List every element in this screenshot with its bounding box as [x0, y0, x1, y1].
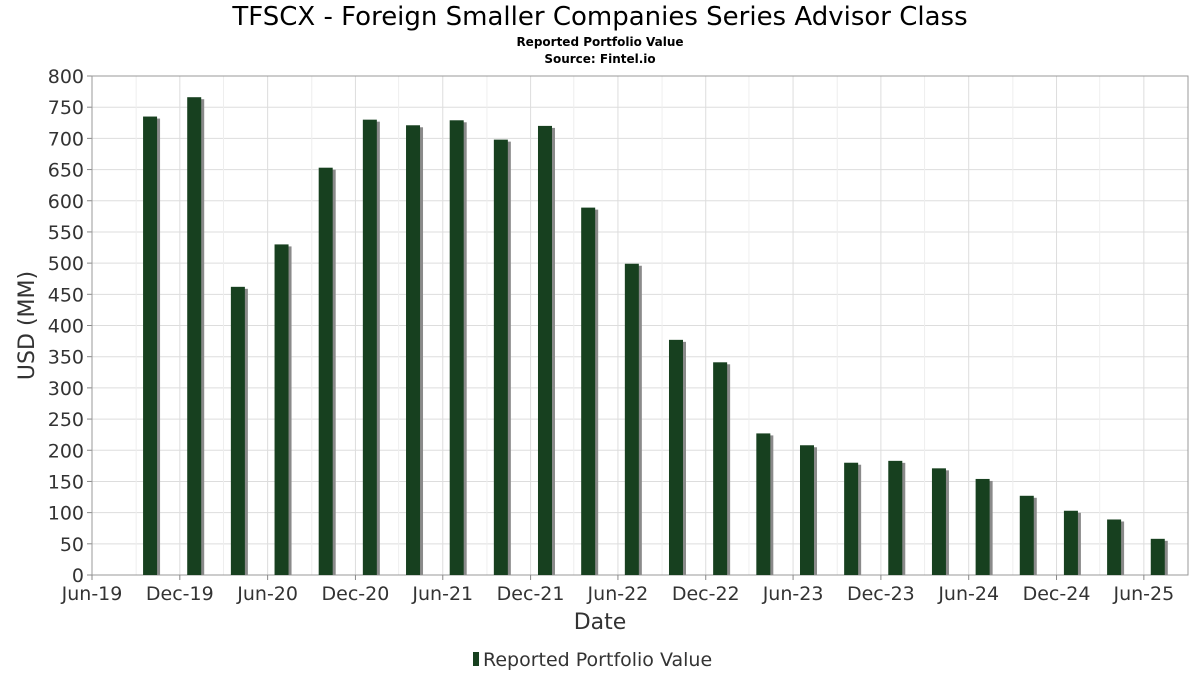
legend-label: Reported Portfolio Value	[483, 649, 712, 671]
y-tick-label: 600	[48, 191, 84, 213]
x-tick-label: Jun-19	[61, 583, 123, 605]
bar	[449, 120, 464, 575]
bar	[274, 244, 289, 575]
x-tick-label: Jun-20	[236, 583, 298, 605]
y-tick-label: 50	[60, 534, 84, 556]
x-tick-label: Jun-25	[1112, 583, 1174, 605]
bar	[230, 286, 245, 575]
bar	[931, 468, 946, 575]
chart-subtitle: Reported Portfolio Value	[516, 35, 684, 49]
y-tick-label: 350	[48, 347, 84, 369]
y-tick-label: 100	[48, 503, 84, 525]
y-tick-label: 0	[72, 565, 84, 587]
bar	[756, 433, 771, 575]
x-tick-label: Jun-22	[587, 583, 649, 605]
x-tick-label: Jun-23	[762, 583, 824, 605]
bar	[888, 460, 903, 575]
y-tick-label: 400	[48, 316, 84, 338]
y-axis-title: USD (MM)	[15, 271, 40, 380]
y-tick-label: 750	[48, 97, 84, 119]
y-tick-label: 150	[48, 471, 84, 493]
bar	[362, 119, 377, 575]
bar	[493, 139, 508, 575]
bar	[1019, 495, 1034, 575]
y-tick-label: 200	[48, 440, 84, 462]
y-tick-label: 550	[48, 222, 84, 244]
bar	[975, 478, 990, 575]
x-tick-label: Dec-22	[672, 583, 740, 605]
chart-source: Source: Fintel.io	[544, 52, 656, 66]
bar	[624, 263, 639, 575]
bar	[1107, 519, 1122, 575]
bar	[581, 207, 596, 575]
bar	[844, 462, 859, 575]
bar	[187, 97, 202, 576]
y-tick-label: 300	[48, 378, 84, 400]
x-tick-label: Dec-21	[497, 583, 565, 605]
x-tick-label: Dec-19	[146, 583, 214, 605]
bar	[318, 167, 333, 575]
bar	[537, 125, 552, 576]
bar	[143, 116, 158, 575]
bar	[668, 339, 683, 575]
bar	[713, 362, 728, 575]
x-tick-label: Jun-24	[937, 583, 999, 605]
x-tick-label: Dec-24	[1023, 583, 1091, 605]
bar	[1063, 510, 1078, 575]
y-tick-label: 800	[48, 66, 84, 88]
bar	[406, 125, 421, 576]
x-tick-label: Jun-21	[411, 583, 473, 605]
bar	[799, 445, 814, 575]
y-tick-label: 500	[48, 253, 84, 275]
y-tick-label: 450	[48, 284, 84, 306]
x-tick-label: Dec-23	[847, 583, 915, 605]
bar	[1150, 538, 1165, 575]
y-tick-label: 250	[48, 409, 84, 431]
y-tick-label: 700	[48, 128, 84, 150]
legend-swatch	[473, 652, 479, 666]
x-tick-label: Dec-20	[322, 583, 390, 605]
y-tick-label: 650	[48, 160, 84, 182]
chart-title: TFSCX - Foreign Smaller Companies Series…	[232, 2, 968, 32]
x-axis-title: Date	[574, 610, 627, 635]
